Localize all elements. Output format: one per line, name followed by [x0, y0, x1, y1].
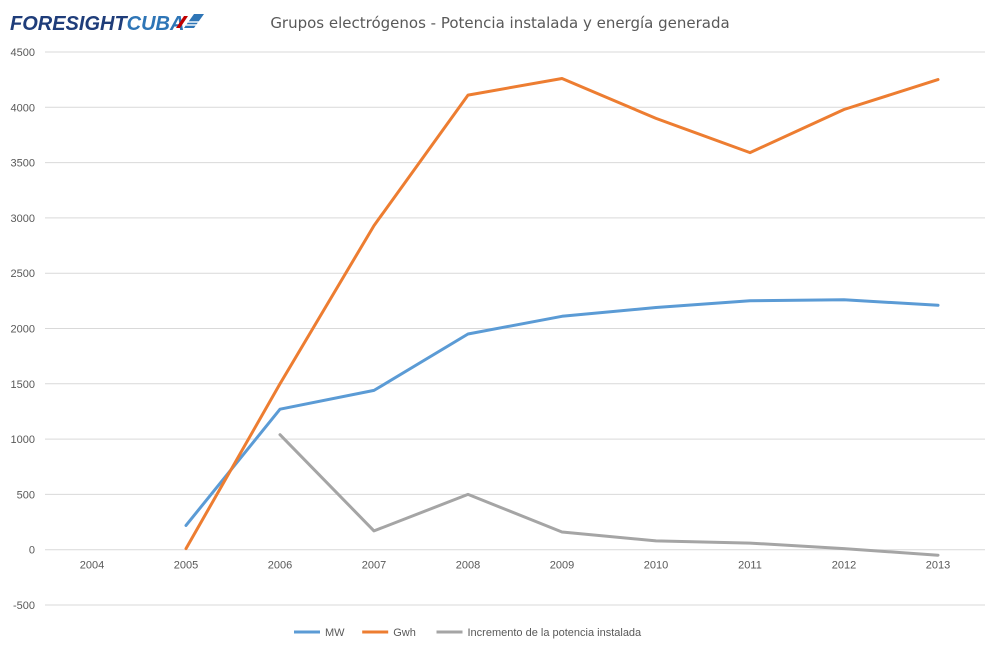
- y-tick-label: 0: [29, 545, 35, 557]
- x-tick-label: 2011: [738, 560, 762, 572]
- x-tick-label: 2013: [926, 560, 950, 572]
- chart-title: Grupos electrógenos - Potencia instalada…: [270, 14, 729, 32]
- foresight-cuba-logo: FORESIGHTCUBA: [10, 13, 204, 35]
- x-tick-label: 2007: [362, 560, 386, 572]
- legend: MW Gwh Incremento de la potencia instalada: [294, 627, 642, 639]
- series-line-2: [278, 433, 940, 557]
- series-line-1: [184, 77, 940, 551]
- gridlines: [45, 51, 985, 606]
- x-tick-label: 2006: [268, 560, 292, 572]
- legend-label: MW: [325, 627, 345, 639]
- y-tick-label: 2000: [11, 324, 35, 336]
- logo-foresight: FORESIGHT: [10, 13, 128, 35]
- y-tick-label: 1000: [11, 434, 35, 446]
- y-tick-label: 500: [17, 489, 35, 501]
- y-tick-label: 4000: [11, 102, 35, 114]
- x-tick-label: 2004: [80, 560, 104, 572]
- y-tick-label: 1500: [11, 379, 35, 391]
- flag-icon: [176, 14, 204, 28]
- x-tick-label: 2008: [456, 560, 480, 572]
- x-axis-ticks: 2004 2005 2006 2007 2008 2009 2010 2011 2012 2013: [80, 560, 950, 572]
- y-axis-ticks: -500 0 500 1000 1500 2000 2500 3000 3500 4000 4500: [11, 47, 35, 612]
- y-tick-label: -500: [13, 600, 35, 612]
- x-tick-label: 2005: [174, 560, 198, 572]
- y-tick-label: 4500: [11, 47, 35, 59]
- logo-cuba: CUBA: [127, 13, 185, 35]
- x-tick-label: 2009: [550, 560, 574, 572]
- x-tick-label: 2010: [644, 560, 668, 572]
- series-line-0: [184, 298, 940, 527]
- x-tick-label: 2012: [832, 560, 856, 572]
- y-tick-label: 3500: [11, 158, 35, 170]
- logo-text: FORESIGHTCUBA: [10, 13, 184, 35]
- series-lines: [184, 77, 940, 557]
- legend-label: Incremento de la potencia instalada: [468, 627, 643, 639]
- legend-label: Gwh: [393, 627, 416, 639]
- y-tick-label: 2500: [11, 268, 35, 280]
- y-tick-label: 3000: [11, 213, 35, 225]
